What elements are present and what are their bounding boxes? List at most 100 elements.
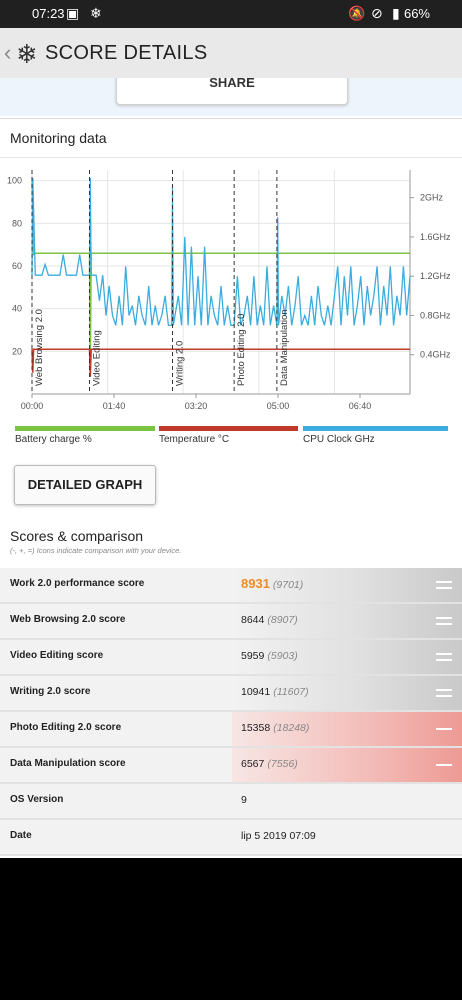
- score-row-web-browsing[interactable]: Web Browsing 2.0 score 8644 (8907): [0, 604, 462, 640]
- y-right-tick-label: 0.8GHz: [420, 310, 451, 320]
- info-value-cell: 9: [232, 784, 462, 818]
- share-band: SHARE: [0, 78, 462, 116]
- score-value-cell: 8931 (9701): [232, 568, 462, 602]
- series-line-cpu: [31, 177, 411, 326]
- phase-marker-label: Photo Editing 2.0: [236, 314, 247, 386]
- monitoring-header: Monitoring data: [0, 118, 462, 158]
- image-icon: ▣: [66, 5, 80, 21]
- monitoring-title: Monitoring data: [10, 130, 107, 146]
- score-value-cell: 15358 (18248): [232, 712, 462, 746]
- legend-battery: Battery charge %: [15, 426, 155, 446]
- legend-temperature-swatch: [159, 426, 298, 431]
- equal-icon: [436, 581, 452, 589]
- y-left-tick-label: 60: [12, 261, 22, 271]
- info-value: lip 5 2019 07:09: [241, 830, 316, 842]
- info-value: 9: [241, 794, 247, 806]
- score-value-text: 5959 (5903): [241, 650, 298, 662]
- score-value: 8644: [241, 614, 265, 626]
- score-name: Web Browsing 2.0 score: [10, 614, 126, 625]
- app-logo-icon: ❄: [16, 39, 38, 69]
- score-value-text: 15358 (18248): [241, 722, 309, 734]
- minus-icon: [436, 764, 452, 766]
- score-row-video-editing[interactable]: Video Editing score 5959 (5903): [0, 640, 462, 676]
- equal-icon: [436, 653, 452, 661]
- legend-battery-label: Battery charge %: [15, 434, 92, 445]
- battery-percent: 66%: [403, 6, 430, 21]
- legend-cpu: CPU Clock GHz: [303, 426, 448, 446]
- score-value: 5959: [241, 650, 265, 662]
- y-left-tick-label: 80: [12, 218, 22, 228]
- score-row-data-manipulation[interactable]: Data Manipulation score 6567 (7556): [0, 748, 462, 784]
- legend-cpu-label: CPU Clock GHz: [303, 434, 375, 445]
- battery-icon: ▮: [392, 5, 400, 21]
- no-sim-icon: ⊘: [371, 5, 383, 21]
- score-name: Data Manipulation score: [10, 758, 126, 769]
- equal-icon: [436, 617, 452, 625]
- score-reference: (9701): [272, 579, 304, 591]
- phase-marker-label: Data Manipulation: [279, 309, 290, 386]
- x-tick-label: 06:40: [349, 401, 372, 411]
- minus-icon: [436, 728, 452, 730]
- series-line-temperature: [31, 348, 410, 377]
- y-right-tick-label: 1.2GHz: [420, 271, 451, 281]
- y-left-tick-label: 20: [12, 346, 22, 356]
- scores-subtitle: (-, +, =) Icons indicate comparison with…: [10, 546, 182, 555]
- score-reference: (5903): [267, 650, 298, 662]
- y-left-tick-label: 100: [7, 176, 22, 186]
- legend-temperature: Temperature °C: [159, 426, 298, 446]
- legend-battery-swatch: [15, 426, 155, 431]
- score-reference: (8907): [267, 614, 298, 626]
- legend-temperature-label: Temperature °C: [159, 434, 230, 445]
- info-row-date: Date lip 5 2019 07:09: [0, 820, 462, 856]
- score-row-writing[interactable]: Writing 2.0 score 10941 (11607): [0, 676, 462, 712]
- score-value: 6567: [241, 758, 265, 770]
- info-name: Date: [10, 830, 32, 841]
- detailed-graph-button[interactable]: DETAILED GRAPH: [14, 465, 156, 505]
- scores-title: Scores & comparison: [10, 528, 144, 544]
- score-value-text: 6567 (7556): [241, 758, 298, 770]
- info-name: OS Version: [10, 794, 64, 805]
- page-title: SCORE DETAILS: [45, 42, 208, 64]
- mute-icon: 🔕: [348, 5, 366, 21]
- score-reference: (7556): [267, 758, 298, 770]
- phase-marker-label: Video Editing: [92, 330, 103, 386]
- score-name: Work 2.0 performance score: [10, 578, 145, 589]
- score-value: 8931: [241, 576, 270, 591]
- equal-icon: [436, 689, 452, 697]
- score-value-cell: 6567 (7556): [232, 748, 462, 782]
- phase-marker-label: Web Browsing 2.0: [34, 309, 45, 386]
- score-row-work[interactable]: Work 2.0 performance score 8931 (9701): [0, 568, 462, 604]
- monitoring-chart: 100 80 60 40 20 2GHz 1.6GHz 1.2GHz 0.8GHz 0.4GHz 0…: [7, 170, 451, 411]
- score-reference: (18248): [273, 722, 310, 734]
- back-icon[interactable]: ‹: [4, 40, 12, 65]
- content: SHARE Monitoring data 100 80 60 40 20 2GHz 1.6…: [0, 78, 462, 858]
- status-bar: 07:23 ▣ ❄ 🔕 ⊘ ▮ 66%: [0, 0, 462, 28]
- score-value: 10941: [241, 686, 271, 698]
- x-tick-label: 03:20: [185, 401, 208, 411]
- x-tick-label: 05:00: [267, 401, 290, 411]
- phase-marker-label: Writing 2.0: [175, 341, 186, 386]
- app-bar: ‹ ❄ SCORE DETAILS: [0, 28, 462, 79]
- x-tick-label: 01:40: [103, 401, 126, 411]
- snowflake-icon: ❄: [90, 5, 102, 21]
- score-reference: (11607): [273, 686, 309, 698]
- score-name: Writing 2.0 score: [10, 686, 91, 697]
- info-row-os-version: OS Version 9: [0, 784, 462, 820]
- y-right-tick-label: 2GHz: [420, 193, 444, 203]
- score-value-text: 8931 (9701): [241, 576, 303, 591]
- score-name: Photo Editing 2.0 score: [10, 722, 122, 733]
- x-tick-label: 00:00: [21, 401, 44, 411]
- series-line-battery: [31, 180, 410, 369]
- status-time: 07:23: [32, 6, 65, 21]
- share-button[interactable]: SHARE: [116, 78, 348, 105]
- score-row-photo-editing[interactable]: Photo Editing 2.0 score 15358 (18248): [0, 712, 462, 748]
- score-value-text: 8644 (8907): [241, 614, 298, 626]
- score-value-text: 10941 (11607): [241, 686, 309, 698]
- score-value-cell: 10941 (11607): [232, 676, 462, 710]
- score-name: Video Editing score: [10, 650, 104, 661]
- score-value: 15358: [241, 722, 271, 734]
- scores-table: Work 2.0 performance score 8931 (9701) We…: [0, 568, 462, 856]
- y-right-tick-label: 0.4GHz: [420, 350, 451, 360]
- y-left-tick-label: 40: [12, 304, 22, 314]
- score-value-cell: 5959 (5903): [232, 640, 462, 674]
